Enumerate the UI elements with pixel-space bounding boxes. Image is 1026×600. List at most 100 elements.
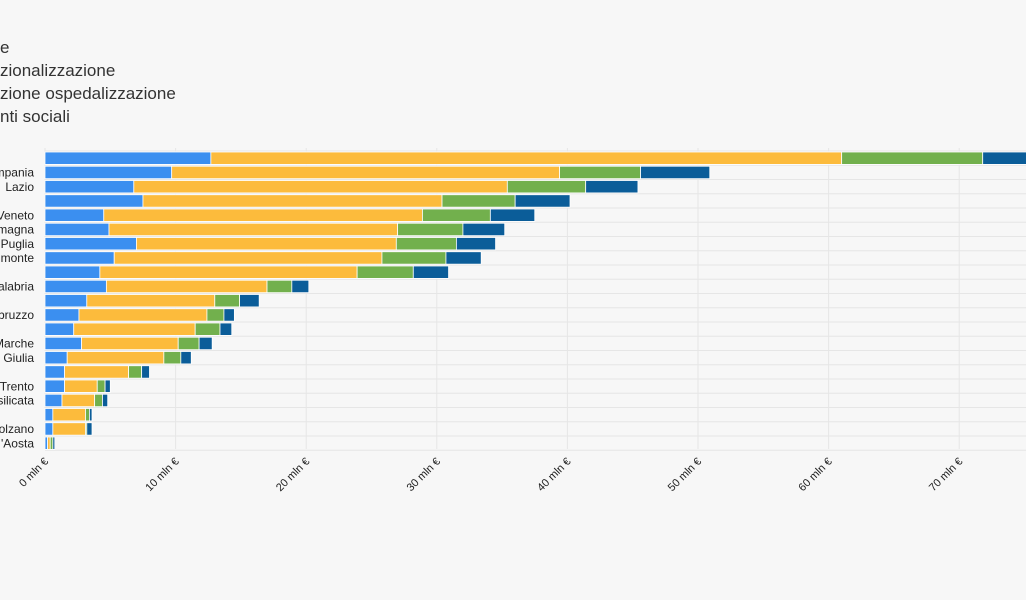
category-label-19: olzano (0, 422, 34, 436)
legend: e zionalizzazione zione ospedalizzazione nt… (0, 38, 176, 126)
bar-row-19-series-1 (52, 422, 86, 436)
category-label-1: mpania (0, 166, 34, 180)
legend-entry-0: e (0, 38, 9, 57)
grid (44, 148, 1026, 451)
x-tick-label-6: 60 mln € (796, 456, 834, 494)
category-label-13: Marche (0, 337, 34, 351)
bar-row-2-series-2 (506, 180, 587, 194)
bars (44, 151, 1026, 450)
bar-row-16-series-1 (64, 379, 98, 393)
bar-row-17-series-1 (61, 393, 96, 408)
bar-row-19-series-0 (44, 422, 54, 436)
bar-row-3-series-0 (44, 194, 144, 208)
x-tick-label-1: 10 mln € (143, 456, 181, 494)
bar-row-14-series-2 (163, 351, 182, 365)
bar-row-0-series-2 (841, 151, 984, 165)
bar-row-15-series-3 (141, 365, 150, 379)
bar-row-18-series-3 (89, 408, 93, 422)
x-tick-label-4: 40 mln € (535, 456, 573, 494)
bar-row-16-series-0 (44, 379, 65, 393)
bar-row-15-series-1 (64, 365, 129, 379)
bar-row-2-series-0 (44, 180, 135, 194)
bar-row-9-series-3 (291, 279, 310, 294)
bar-row-14-series-1 (66, 351, 165, 365)
bar-row-18-series-2 (85, 408, 90, 422)
bar-row-5-series-2 (397, 222, 464, 237)
bar-row-5-series-0 (44, 222, 110, 237)
bar-row-18-series-1 (52, 408, 86, 422)
bar-row-1-series-1 (171, 165, 560, 180)
x-axis-tick-labels: 0 mln € 10 mln € 20 mln € 30 mln € 40 mln € 5… (17, 456, 965, 494)
bar-row-13-series-2 (177, 336, 200, 351)
bar-row-3-series-3 (514, 194, 571, 208)
x-tick-label-3: 30 mln € (405, 456, 443, 494)
bar-row-12-series-1 (73, 322, 196, 336)
bar-row-4-series-2 (422, 208, 491, 222)
bar-row-0-series-1 (210, 151, 843, 165)
legend-entry-2: zione ospedalizzazione (0, 84, 176, 103)
bar-row-7-series-2 (381, 251, 447, 265)
bar-row-14-series-0 (44, 351, 68, 365)
x-tick-label-7: 70 mln € (927, 456, 965, 494)
bar-row-12-series-2 (194, 322, 221, 336)
bar-row-9-series-1 (105, 279, 268, 294)
bar-row-13-series-0 (44, 336, 82, 351)
category-label-2: Lazio (5, 180, 34, 194)
category-label-20: 'Aosta (1, 436, 34, 450)
bar-row-16-series-2 (96, 379, 106, 393)
category-label-4: Veneto (0, 208, 34, 222)
bar-row-8-series-1 (99, 265, 358, 279)
category-label-6: Puglia (1, 237, 35, 251)
bar-row-17-series-2 (94, 393, 103, 408)
bar-row-4-series-0 (44, 208, 105, 222)
category-label-14: Giulia (3, 351, 34, 365)
bar-row-10-series-1 (86, 294, 216, 308)
bar-row-11-series-3 (223, 308, 235, 322)
bar-row-11-series-2 (206, 308, 225, 322)
category-label-16: Trento (0, 379, 34, 393)
bar-row-6-series-1 (136, 237, 397, 251)
bar-row-6-series-2 (395, 237, 457, 251)
category-label-17: silicata (0, 394, 34, 408)
category-label-11: bruzzo (0, 308, 34, 322)
bar-row-12-series-0 (44, 322, 75, 336)
bar-row-4-series-1 (103, 208, 423, 222)
x-tick-label-5: 50 mln € (666, 456, 704, 494)
bar-row-12-series-3 (219, 322, 233, 336)
bar-row-11-series-0 (44, 308, 80, 322)
bar-row-15-series-2 (128, 365, 143, 379)
bar-row-8-series-0 (44, 265, 101, 279)
bar-row-13-series-3 (198, 336, 213, 351)
bar-row-6-series-0 (44, 237, 137, 251)
bar-row-1-series-0 (44, 165, 173, 180)
bar-row-9-series-0 (44, 279, 107, 294)
bar-row-5-series-3 (462, 222, 506, 237)
bar-row-4-series-3 (489, 208, 536, 222)
bar-row-7-series-0 (44, 251, 115, 265)
bar-row-19-series-3 (86, 422, 93, 436)
bar-row-15-series-0 (44, 365, 65, 379)
bar-row-1-series-3 (640, 165, 711, 180)
category-label-9: alabria (0, 280, 34, 294)
bar-row-13-series-1 (81, 336, 179, 351)
bar-row-8-series-3 (412, 265, 449, 279)
bar-row-17-series-0 (44, 393, 63, 408)
bar-row-3-series-2 (441, 194, 516, 208)
bar-row-1-series-2 (559, 165, 641, 180)
category-label-7: monte (1, 251, 35, 265)
bar-row-0-series-0 (44, 151, 212, 165)
bar-row-5-series-1 (108, 222, 399, 237)
bar-row-18-series-0 (44, 408, 54, 422)
bar-row-6-series-3 (455, 237, 496, 251)
category-label-5: magna (0, 223, 34, 237)
bar-row-20-series-3 (52, 436, 56, 450)
bar-row-3-series-1 (142, 194, 443, 208)
bar-row-10-series-2 (214, 294, 240, 308)
x-tick-label-0: 0 mln € (17, 456, 51, 490)
bar-row-2-series-3 (585, 180, 639, 194)
x-tick-label-2: 20 mln € (274, 456, 312, 494)
bar-row-16-series-3 (104, 379, 111, 393)
bar-row-7-series-1 (113, 251, 383, 265)
